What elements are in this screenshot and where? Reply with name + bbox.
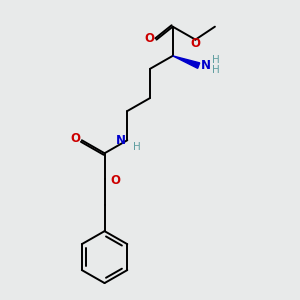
Text: O: O [144, 32, 154, 44]
Text: O: O [190, 37, 200, 50]
Text: H: H [212, 56, 219, 65]
Text: O: O [70, 132, 80, 145]
Polygon shape [173, 56, 200, 68]
Text: O: O [110, 174, 120, 187]
Text: N: N [116, 134, 126, 147]
Text: H: H [133, 142, 141, 152]
Text: H: H [212, 65, 219, 76]
Text: N: N [201, 59, 211, 72]
